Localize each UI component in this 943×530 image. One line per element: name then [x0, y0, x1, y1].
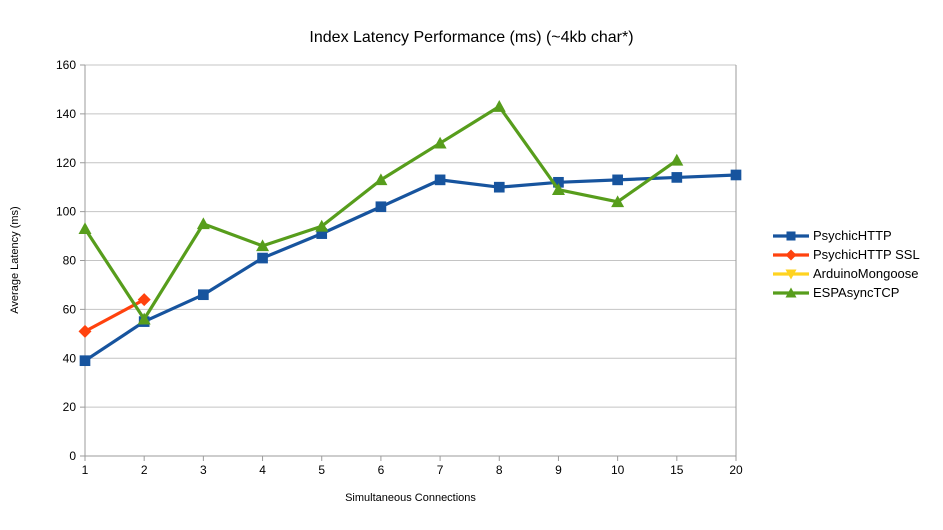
marker-triangle-up: [256, 239, 270, 252]
x-tick-label: 8: [496, 463, 503, 477]
marker-triangle-up: [137, 312, 151, 325]
series-line-espasynctcp: [83, 104, 678, 321]
y-axis-title: Average Latency (ms): [9, 206, 21, 314]
marker-triangle-up: [315, 219, 329, 232]
y-tick-label: 20: [63, 400, 77, 414]
legend-label: ESPAsyncTCP: [813, 285, 900, 300]
marker-triangle-up: [78, 222, 92, 235]
series-line-psychichttp: [84, 173, 737, 363]
legend-label: PsychicHTTP: [813, 228, 892, 243]
x-tick-label: 15: [670, 463, 684, 477]
legend-swatch-icon: [773, 268, 809, 279]
chart-title: Index Latency Performance (ms) (~4kb cha…: [309, 29, 634, 46]
marker-square: [730, 169, 742, 181]
x-axis-title: Simultaneous Connections: [345, 492, 476, 504]
legend-item-espasynctcp: ESPAsyncTCP: [773, 283, 920, 302]
marker-square: [375, 201, 387, 213]
y-tick-label: 80: [63, 254, 77, 268]
marker-triangle-up: [492, 100, 506, 112]
marker-diamond: [785, 249, 797, 260]
marker-square: [553, 176, 564, 188]
marker-triangle-up: [433, 136, 447, 149]
marker-diamond: [137, 293, 151, 307]
x-tick-label: 7: [437, 463, 444, 477]
legend: PsychicHTTP PsychicHTTP SSL ArduinoMongo…: [773, 226, 920, 302]
marker-triangle-down: [785, 268, 797, 279]
marker-square: [79, 355, 91, 367]
legend-swatch-icon: [773, 230, 809, 241]
marker-diamond: [78, 324, 92, 338]
marker-triangle-up: [374, 173, 388, 186]
marker-square: [198, 289, 209, 301]
legend-swatch-icon: [773, 287, 809, 298]
y-tick-label: 120: [56, 156, 76, 170]
y-tick-label: 0: [69, 449, 76, 463]
x-tick-label: 6: [378, 463, 385, 477]
x-tick-label: 9: [555, 463, 562, 477]
marker-square: [493, 181, 505, 193]
x-tick-label: 20: [729, 463, 743, 477]
marker-square: [434, 174, 446, 186]
marker-square: [257, 252, 268, 264]
x-tick-label: 5: [318, 463, 325, 477]
marker-triangle-up: [785, 287, 797, 298]
marker-square: [316, 228, 328, 239]
x-tick-label: 1: [82, 463, 89, 477]
legend-item-psychichttp-ssl: PsychicHTTP SSL: [773, 245, 920, 264]
x-tick-label: 10: [611, 463, 625, 477]
y-tick-label: 100: [56, 205, 76, 219]
marker-triangle-up: [611, 195, 625, 208]
x-tick-label: 2: [141, 463, 148, 477]
marker-square: [671, 172, 683, 183]
y-tick-label: 160: [56, 58, 76, 72]
y-tick-label: 60: [63, 302, 77, 316]
y-tick-label: 40: [63, 351, 77, 365]
legend-item-psychichttp: PsychicHTTP: [773, 226, 920, 245]
legend-label: ArduinoMongoose: [813, 266, 919, 281]
marker-triangle-up: [670, 153, 684, 166]
marker-square: [786, 230, 796, 241]
y-tick-label: 140: [56, 107, 76, 121]
x-tick-label: 3: [200, 463, 207, 477]
legend-swatch-icon: [773, 249, 809, 260]
legend-item-arduinomongoose: ArduinoMongoose: [773, 264, 920, 283]
marker-triangle-up: [196, 217, 210, 230]
legend-label: PsychicHTTP SSL: [813, 247, 920, 262]
marker-square: [612, 174, 623, 186]
x-tick-label: 4: [259, 463, 266, 477]
marker-triangle-up: [551, 183, 565, 195]
